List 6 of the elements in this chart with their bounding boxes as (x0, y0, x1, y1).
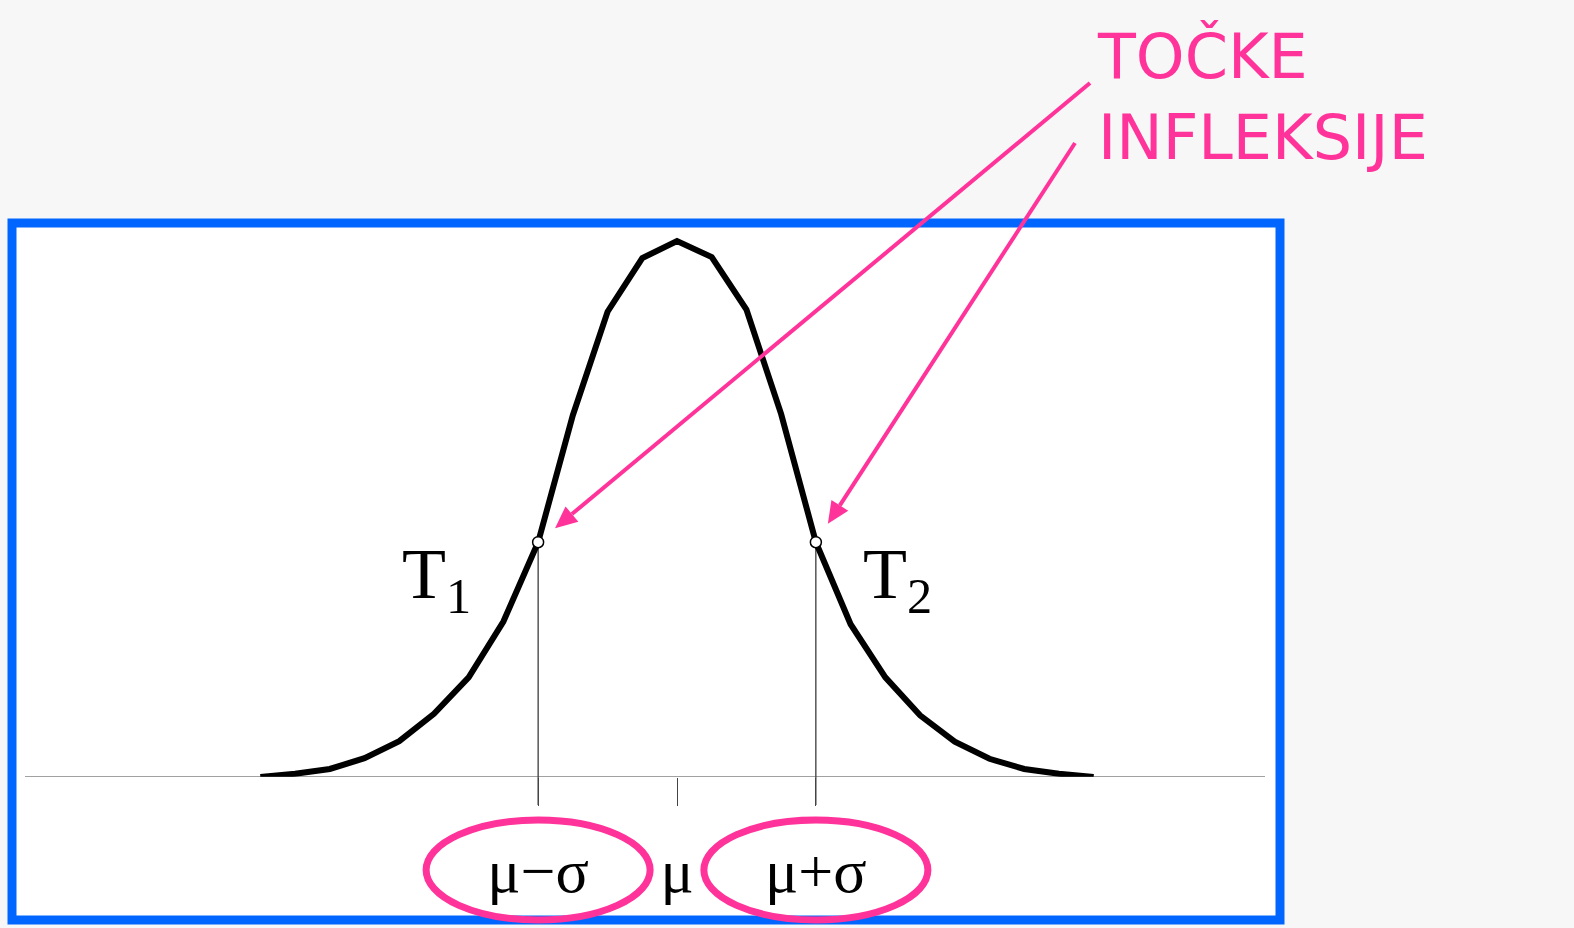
annotation: T$_{2}$ (863, 534, 933, 625)
annotation: T$_{1}$ (402, 534, 472, 625)
x-tick-label: μ−σ (487, 837, 589, 906)
x-tick-label: μ (660, 837, 694, 906)
x-tick-label: μ+σ (765, 837, 867, 906)
text: TOČKE INFLEKSIJE (1097, 20, 1428, 174)
